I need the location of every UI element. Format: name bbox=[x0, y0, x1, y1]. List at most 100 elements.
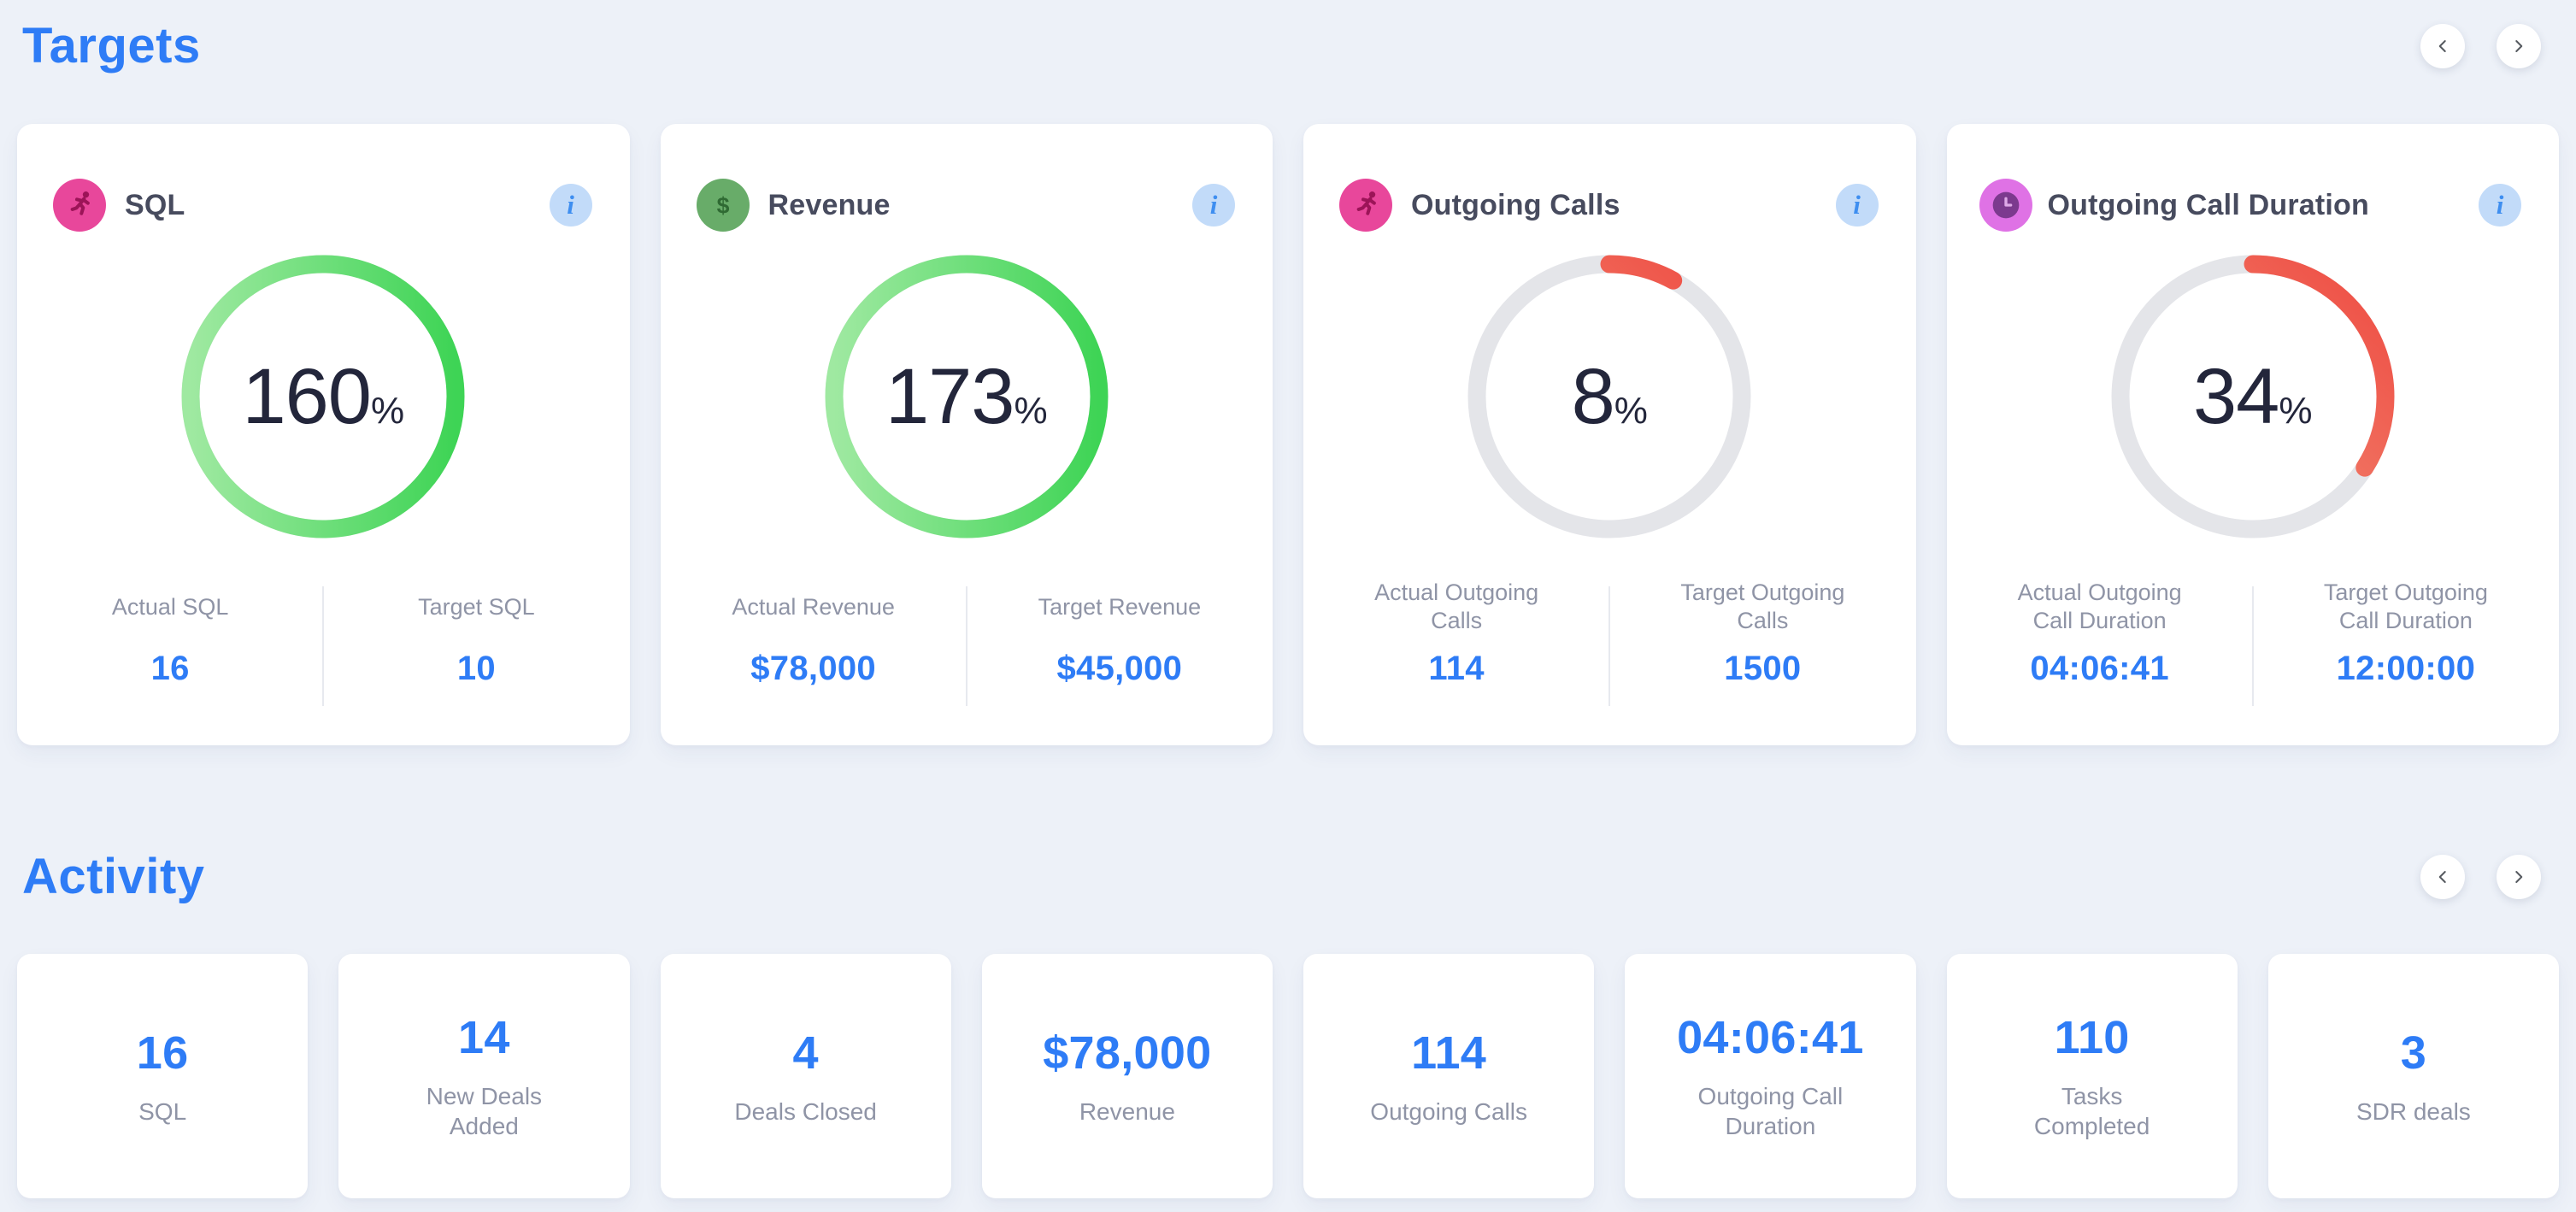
target-card-title: Revenue bbox=[768, 188, 891, 221]
targets-title: Targets bbox=[22, 18, 201, 74]
activity-card-outgoing-calls: 114 Outgoing Calls bbox=[1303, 954, 1595, 1198]
progress-ring: 173% bbox=[821, 251, 1112, 542]
info-icon[interactable]: i bbox=[549, 184, 592, 227]
actual-column: Actual Outgoing Calls 114 bbox=[1303, 576, 1609, 688]
activity-next-button[interactable] bbox=[2497, 855, 2541, 899]
activity-value: $78,000 bbox=[1043, 1027, 1212, 1079]
target-value: 12:00:00 bbox=[2336, 650, 2476, 687]
progress-ring: 160% bbox=[178, 251, 468, 542]
target-card-revenue: $ Revenue i 173% Actual Revenue $78,000 bbox=[660, 124, 1273, 745]
target-card-outgoing-calls: Outgoing Calls i 8% Actual Outgoing Call… bbox=[1303, 124, 1916, 745]
target-column: Target Revenue $45,000 bbox=[967, 576, 1273, 688]
info-icon[interactable]: i bbox=[1835, 184, 1879, 227]
activity-card-revenue: $78,000 Revenue bbox=[981, 954, 1273, 1198]
activity-value: 04:06:41 bbox=[1677, 1012, 1864, 1063]
activity-card-new-deals-added: 14 New Deals Added bbox=[338, 954, 630, 1198]
actual-column: Actual Revenue $78,000 bbox=[661, 576, 967, 688]
activity-label: Deals Closed bbox=[734, 1097, 877, 1125]
runner-icon bbox=[53, 179, 106, 232]
actual-value: $78,000 bbox=[750, 650, 876, 687]
info-glyph: i bbox=[2496, 189, 2504, 220]
activity-label: New Deals Added bbox=[426, 1083, 543, 1139]
activity-value: 16 bbox=[136, 1027, 189, 1079]
actual-column: Actual SQL 16 bbox=[17, 576, 323, 688]
chevron-right-icon bbox=[2515, 40, 2523, 52]
percent-value: 173% bbox=[885, 352, 1048, 440]
activity-title: Activity bbox=[22, 849, 205, 904]
chevron-left-icon bbox=[2438, 871, 2446, 883]
card-footer: Actual Outgoing Calls 114 Target Outgoin… bbox=[1303, 576, 1916, 706]
activity-nav bbox=[2420, 855, 2541, 899]
activity-value: 110 bbox=[2054, 1012, 2130, 1063]
activity-value: 3 bbox=[2400, 1027, 2427, 1079]
target-value: 1500 bbox=[1724, 650, 1802, 687]
targets-next-button[interactable] bbox=[2497, 24, 2541, 68]
divider bbox=[2251, 586, 2254, 706]
progress-ring: 34% bbox=[2108, 251, 2398, 542]
actual-value: 16 bbox=[150, 650, 190, 687]
activity-card-deals-closed: 4 Deals Closed bbox=[660, 954, 951, 1198]
actual-column: Actual Outgoing Call Duration 04:06:41 bbox=[1947, 576, 2253, 688]
chevron-left-icon bbox=[2438, 40, 2446, 52]
card-header: Outgoing Calls i bbox=[1303, 124, 1916, 232]
target-label: Target Outgoing Call Duration bbox=[2323, 580, 2488, 633]
info-glyph: i bbox=[1853, 189, 1861, 220]
clock-icon bbox=[1979, 179, 2032, 232]
divider bbox=[965, 586, 967, 706]
percent-value: 160% bbox=[242, 352, 405, 440]
info-icon[interactable]: i bbox=[2479, 184, 2521, 227]
actual-value: 04:06:41 bbox=[2030, 650, 2169, 687]
activity-card-sql: 16 SQL bbox=[17, 954, 309, 1198]
targets-prev-button[interactable] bbox=[2420, 24, 2465, 68]
svg-text:$: $ bbox=[716, 192, 729, 218]
card-footer: Actual SQL 16 Target SQL 10 bbox=[17, 576, 630, 706]
activity-label: Outgoing Calls bbox=[1370, 1097, 1527, 1125]
runner-icon bbox=[1339, 179, 1392, 232]
divider bbox=[322, 586, 325, 706]
targets-row: SQL i 160% Actual SQL 16 Target SQL bbox=[17, 124, 2559, 745]
info-glyph: i bbox=[1209, 189, 1218, 220]
activity-card-sdr-deals: 3 SDR deals bbox=[2267, 954, 2559, 1198]
activity-row: 16 SQL 14 New Deals Added 4 Deals Closed… bbox=[17, 954, 2559, 1198]
activity-label: Revenue bbox=[1079, 1097, 1175, 1125]
target-card-sql: SQL i 160% Actual SQL 16 Target SQL bbox=[17, 124, 630, 745]
dollar-icon: $ bbox=[696, 179, 750, 232]
chevron-right-icon bbox=[2515, 871, 2523, 883]
target-label: Target Revenue bbox=[1038, 593, 1202, 620]
target-card-title: SQL bbox=[125, 188, 185, 221]
target-column: Target Outgoing Calls 1500 bbox=[1609, 576, 1915, 688]
activity-value: 114 bbox=[1411, 1027, 1487, 1079]
card-footer: Actual Revenue $78,000 Target Revenue $4… bbox=[661, 576, 1273, 706]
actual-label: Actual Revenue bbox=[732, 593, 895, 620]
target-value: $45,000 bbox=[1056, 650, 1183, 687]
card-header: $ Revenue i bbox=[661, 124, 1273, 232]
target-column: Target SQL 10 bbox=[323, 576, 629, 688]
info-icon[interactable]: i bbox=[1192, 184, 1235, 227]
activity-label: SDR deals bbox=[2355, 1097, 2471, 1125]
actual-label: Actual Outgoing Calls bbox=[1374, 580, 1539, 633]
divider bbox=[1609, 586, 1611, 706]
target-value: 10 bbox=[456, 650, 496, 687]
activity-value: 4 bbox=[792, 1027, 819, 1079]
activity-label: Tasks Completed bbox=[2033, 1083, 2150, 1139]
activity-label: SQL bbox=[138, 1097, 187, 1125]
target-label: Target SQL bbox=[418, 593, 535, 620]
activity-card-tasks-completed: 110 Tasks Completed bbox=[1946, 954, 2238, 1198]
activity-prev-button[interactable] bbox=[2420, 855, 2465, 899]
targets-nav bbox=[2420, 24, 2541, 68]
activity-value: 14 bbox=[458, 1012, 510, 1063]
actual-value: 114 bbox=[1428, 650, 1485, 687]
card-footer: Actual Outgoing Call Duration 04:06:41 T… bbox=[1947, 576, 2560, 706]
card-header: SQL i bbox=[17, 124, 630, 232]
target-label: Target Outgoing Calls bbox=[1680, 580, 1845, 633]
targets-header: Targets bbox=[0, 0, 2576, 80]
percent-value: 34% bbox=[2193, 352, 2313, 440]
activity-card-outgoing-call-duration: 04:06:41 Outgoing Call Duration bbox=[1625, 954, 1916, 1198]
target-card-title: Outgoing Calls bbox=[1411, 188, 1620, 221]
target-column: Target Outgoing Call Duration 12:00:00 bbox=[2253, 576, 2559, 688]
activity-label: Outgoing Call Duration bbox=[1697, 1083, 1844, 1139]
info-glyph: i bbox=[567, 189, 574, 220]
target-card-outgoing-call-duration: Outgoing Call Duration i 34% Actual Outg… bbox=[1946, 124, 2560, 745]
progress-ring: 8% bbox=[1464, 251, 1755, 542]
actual-label: Actual SQL bbox=[111, 593, 229, 620]
